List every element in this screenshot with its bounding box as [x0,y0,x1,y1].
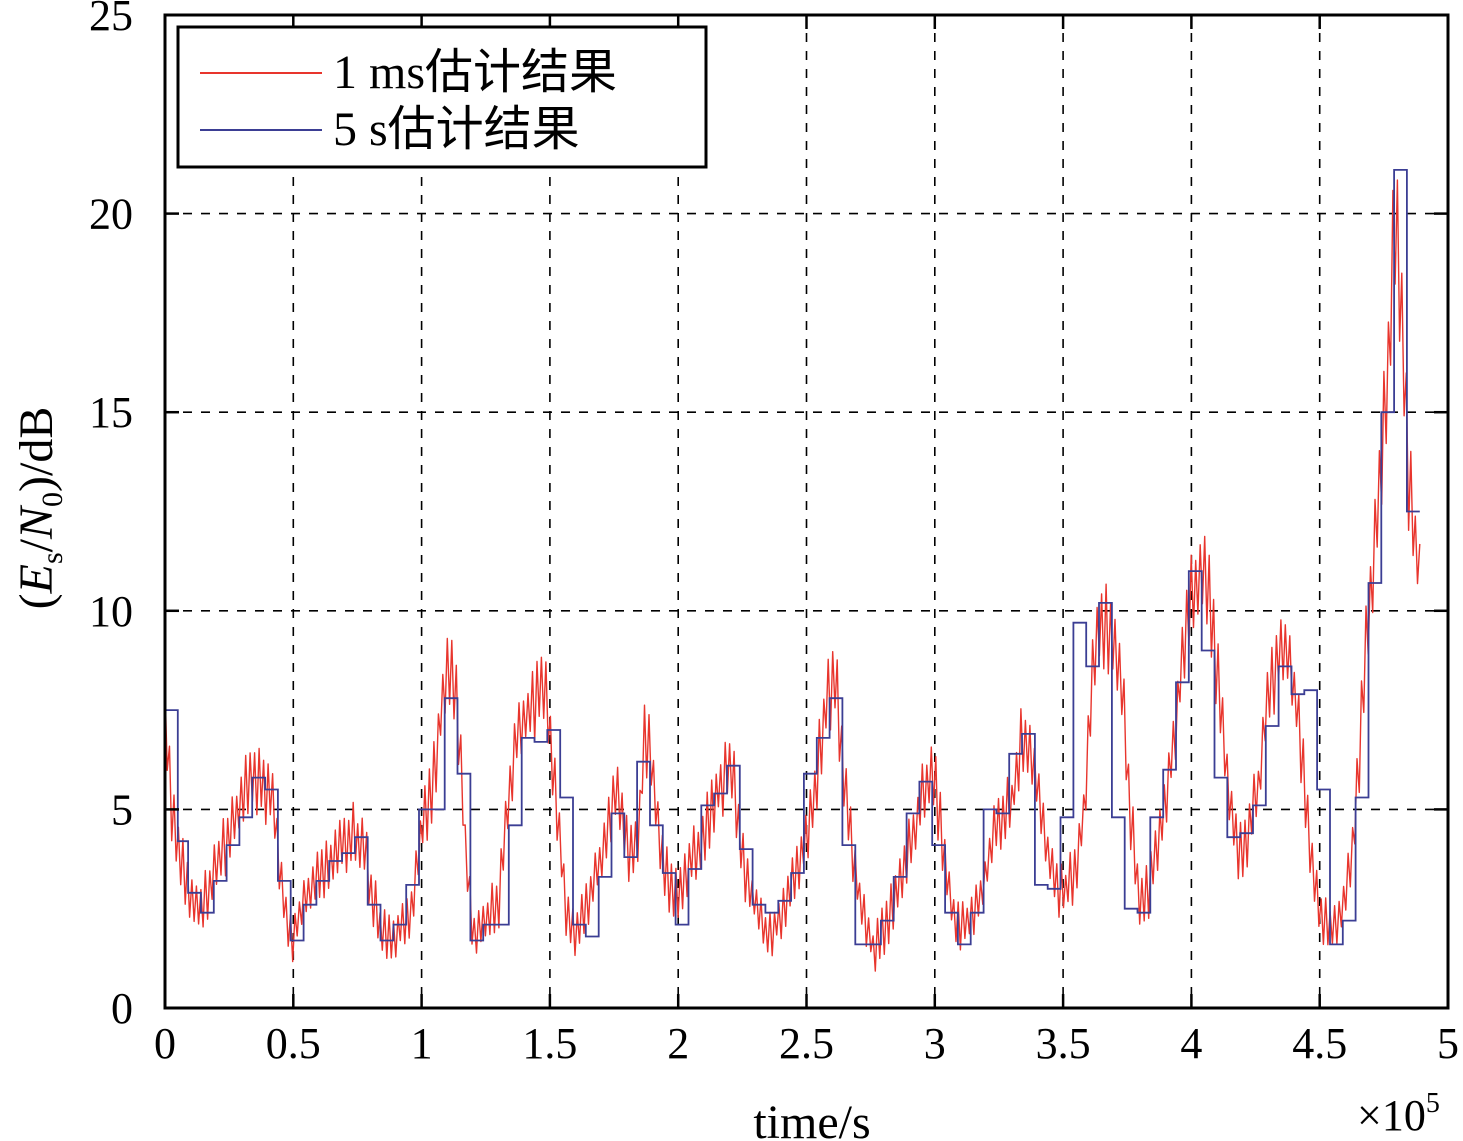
step-line-5s [165,169,1420,946]
y-title-open: ( [10,593,63,609]
x-tick-label: 2 [667,1019,689,1068]
y-title-slash: / [10,538,63,552]
x-tick-label: 0.5 [266,1019,321,1068]
x-tick-label: 5 [1437,1019,1459,1068]
grid-lines [165,15,1448,1008]
x-tick-label: 3.5 [1036,1019,1091,1068]
y-tick-label: 10 [89,587,133,636]
legend-box [176,25,708,169]
y-title-close: )/dB [10,407,63,492]
y-title-e: E [10,564,63,594]
y-tick-label: 15 [89,388,133,437]
x-tick-label: 4.5 [1292,1019,1347,1068]
x-tick-label: 0 [154,1019,176,1068]
y-tick-label: 5 [111,785,133,834]
x-tick-label: 1.5 [522,1019,577,1068]
noisy-line-1ms [164,179,1421,972]
x-tick-label: 1 [411,1019,433,1068]
y-title-n: N [10,504,63,540]
legend-label-1ms: 1 ms估计结果 [333,46,617,99]
y-tick-label: 25 [89,0,133,40]
x-tick-label: 3 [924,1019,946,1068]
series-0 [164,179,1421,972]
tick-labels: 0 0.5 1 1.5 2 2.5 3 3.5 4 4.5 5 0 5 10 15 20 25 [89,0,1459,1068]
y-title-zero: 0 [36,492,69,507]
x-tick-label: 4 [1180,1019,1202,1068]
x-axis-multiplier: ×105 [1357,1088,1440,1140]
legend: 1 ms估计结果 5 s估计结果 [176,25,708,169]
y-tick-label: 0 [111,984,133,1033]
series-1 [165,169,1420,946]
x-axis-title: time/s [753,1096,870,1141]
y-axis-title: (Es/N0)/dB [10,407,69,610]
series-layer [164,169,1421,972]
legend-label-5s: 5 s估计结果 [333,103,580,156]
x-multiplier-exponent: 5 [1426,1088,1440,1119]
x-multiplier-base: ×10 [1357,1091,1426,1140]
x-tick-label: 2.5 [779,1019,834,1068]
y-tick-label: 20 [89,190,133,239]
y-title-s: s [36,552,69,564]
